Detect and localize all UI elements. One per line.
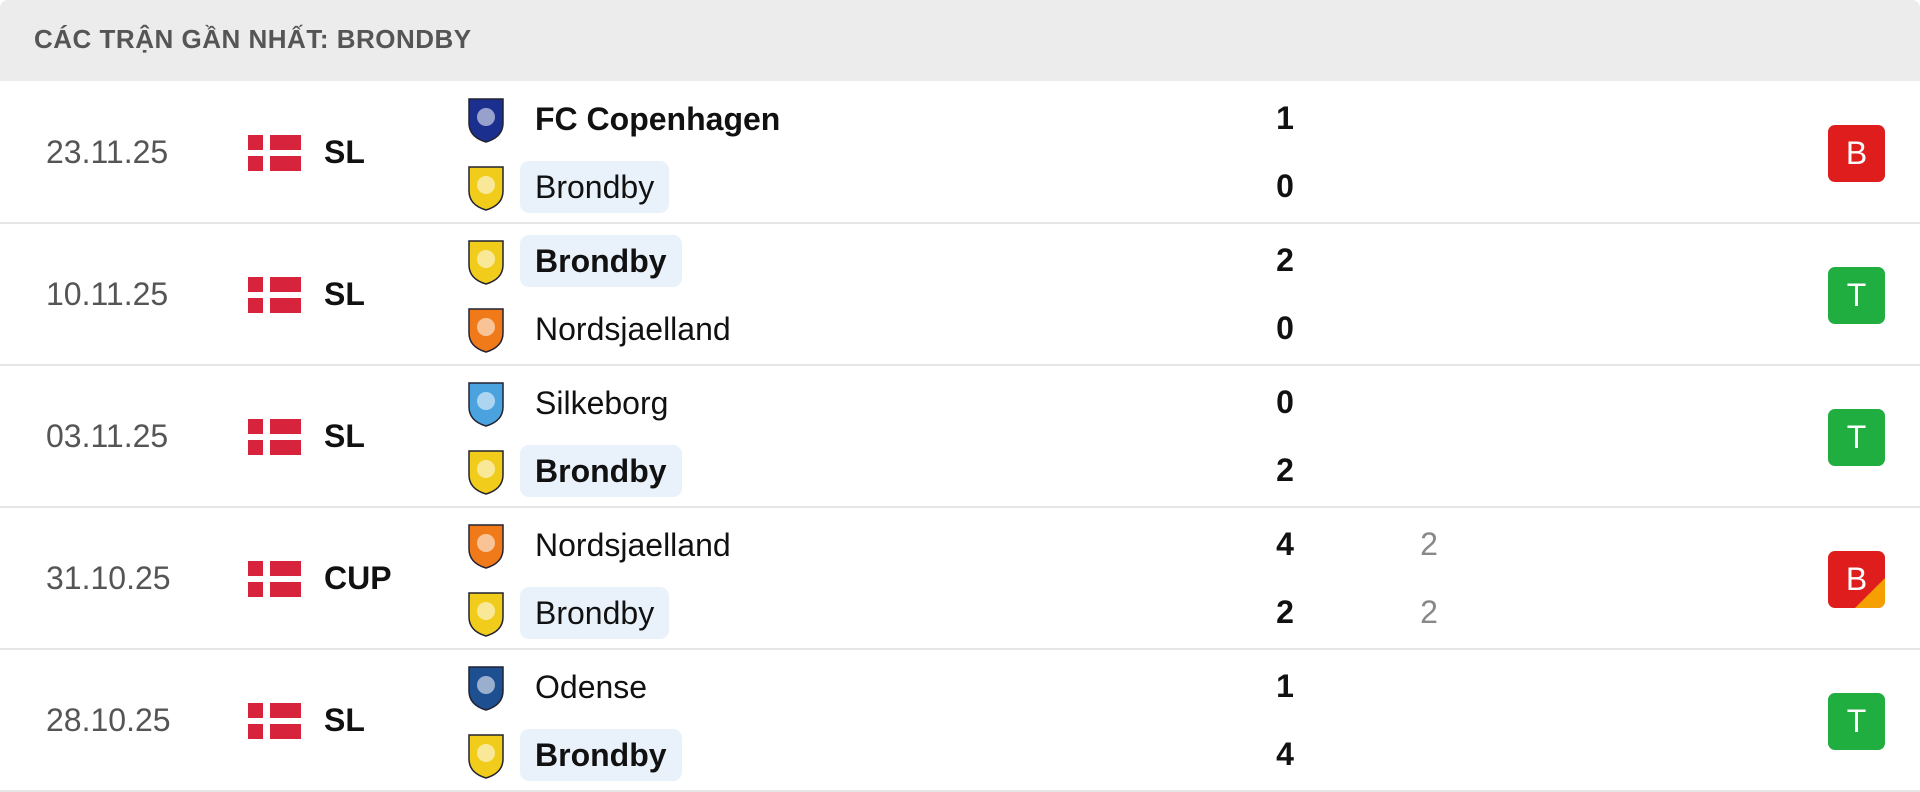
team-logo <box>468 308 504 353</box>
team-name: Nordsjaelland <box>535 527 731 563</box>
match-row: 23.11.25 SL FC Copenhagen 1 Brondby 0 B <box>0 82 1920 224</box>
team-score: 0 <box>1276 384 1294 420</box>
team-name: Odense <box>535 669 648 705</box>
competition: SL <box>324 702 365 738</box>
team-score: 0 <box>1276 310 1294 346</box>
competition: SL <box>324 276 365 312</box>
result-badge: B <box>1828 125 1885 182</box>
penalty-score: 2 <box>1420 526 1438 562</box>
match-date: 10.11.25 <box>46 276 169 312</box>
team-score: 2 <box>1276 242 1294 278</box>
country-flag <box>248 419 301 455</box>
team-score: 4 <box>1276 736 1294 772</box>
team-score: 2 <box>1276 594 1294 630</box>
team-logo <box>468 734 504 779</box>
team-score: 1 <box>1276 668 1294 704</box>
team-name: Brondby <box>520 235 682 287</box>
match-date: 03.11.25 <box>46 418 169 454</box>
team-name: Nordsjaelland <box>535 311 731 347</box>
team-logo <box>468 98 504 143</box>
match-date: 31.10.25 <box>46 560 171 596</box>
team-name: FC Copenhagen <box>535 101 781 137</box>
result-badge: T <box>1828 693 1885 750</box>
match-row: 28.10.25 SL Odense 1 Brondby 4 T <box>0 650 1920 792</box>
competition: SL <box>324 418 365 454</box>
country-flag <box>248 703 301 739</box>
team-name: Brondby <box>520 445 682 497</box>
result-badge: B <box>1828 551 1885 608</box>
team-logo <box>468 450 504 495</box>
country-flag <box>248 135 301 171</box>
match-date: 28.10.25 <box>46 702 171 738</box>
team-logo <box>468 592 504 637</box>
result-corner <box>1855 578 1885 608</box>
team-name: Brondby <box>520 729 682 781</box>
match-row: 03.11.25 SL Silkeborg 0 Brondby 2 T <box>0 366 1920 508</box>
team-score: 2 <box>1276 452 1294 488</box>
country-flag <box>248 561 301 597</box>
match-date: 23.11.25 <box>46 134 169 170</box>
team-score: 4 <box>1276 526 1294 562</box>
team-logo <box>468 666 504 711</box>
team-score: 1 <box>1276 100 1294 136</box>
section-title: CÁC TRẬN GẦN NHẤT: BRONDBY <box>34 24 472 54</box>
team-logo <box>468 240 504 285</box>
result-badge: T <box>1828 409 1885 466</box>
team-logo <box>468 524 504 569</box>
team-score: 0 <box>1276 168 1294 204</box>
team-name: Silkeborg <box>535 385 669 421</box>
match-row: 31.10.25 CUP Nordsjaelland 4 2 Brondby 2 2 B <box>0 508 1920 650</box>
team-logo <box>468 166 504 211</box>
competition: CUP <box>324 560 392 596</box>
section-header: CÁC TRẬN GẦN NHẤT: BRONDBY <box>0 0 1920 81</box>
country-flag <box>248 277 301 313</box>
team-name: Brondby <box>520 161 670 213</box>
team-name: Brondby <box>520 587 670 639</box>
result-badge: T <box>1828 267 1885 324</box>
competition: SL <box>324 134 365 170</box>
penalty-score: 2 <box>1420 594 1438 630</box>
match-row: 10.11.25 SL Brondby 2 Nordsjaelland 0 T <box>0 224 1920 366</box>
team-logo <box>468 382 504 427</box>
